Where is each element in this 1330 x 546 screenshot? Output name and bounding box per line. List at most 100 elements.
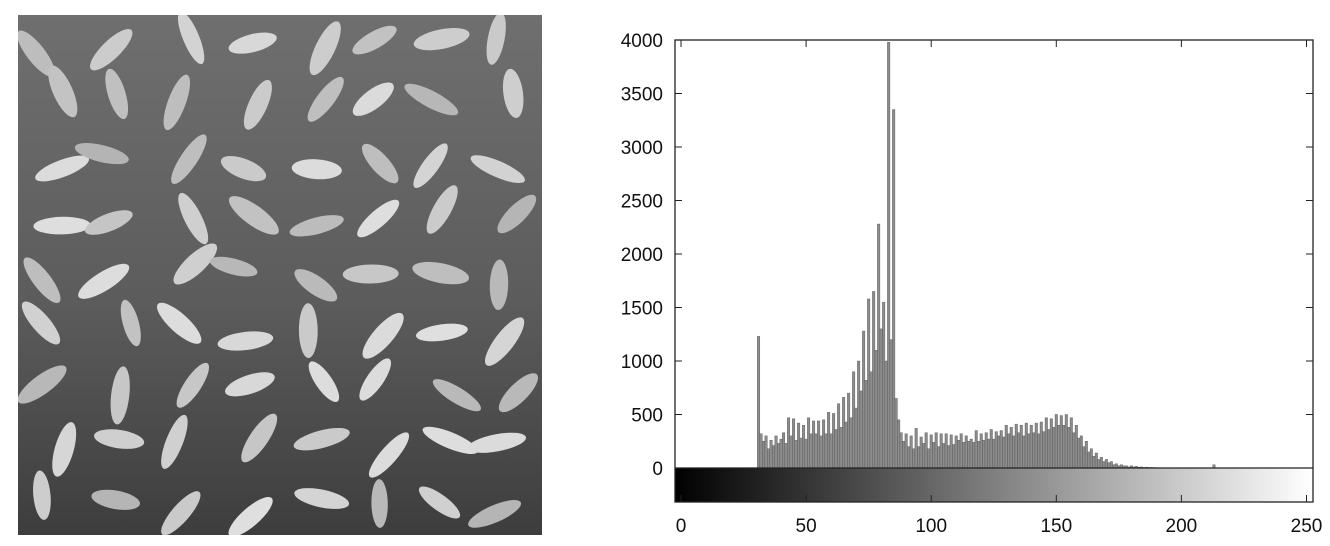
histogram-bar xyxy=(1072,432,1076,469)
histogram-bar xyxy=(1102,461,1106,469)
histogram-bar xyxy=(937,446,941,469)
histogram-bar xyxy=(1049,418,1053,469)
rice-grain xyxy=(294,269,338,302)
rice-grain xyxy=(291,159,342,180)
rice-grain xyxy=(342,264,399,284)
histogram-bar xyxy=(954,435,958,469)
histogram-bar xyxy=(814,433,818,469)
histogram-bar xyxy=(967,441,971,469)
histogram-bar xyxy=(779,438,783,469)
histogram-bar xyxy=(1047,429,1051,469)
rice-grain xyxy=(486,15,506,65)
plot-frame xyxy=(674,39,1314,503)
rice-grain xyxy=(426,185,458,234)
histogram-bar xyxy=(764,435,768,469)
histogram-bar xyxy=(827,412,831,469)
rice-grain xyxy=(498,373,539,413)
histogram-bar xyxy=(952,444,956,469)
histogram-bar xyxy=(1104,459,1108,469)
histogram-bar xyxy=(837,403,841,469)
y-tick-label: 4000 xyxy=(621,31,663,52)
rice-grain xyxy=(173,243,218,285)
rice-grain xyxy=(404,83,459,116)
histogram-bar xyxy=(894,398,898,469)
histogram-bar xyxy=(759,433,763,469)
rice-grain xyxy=(371,479,388,528)
histogram-bar xyxy=(832,413,836,469)
histogram-bar xyxy=(1062,425,1066,469)
histogram-bar xyxy=(944,433,948,469)
histogram-bar xyxy=(789,435,793,469)
histogram-bar xyxy=(974,430,978,469)
rice-grain xyxy=(497,194,537,234)
rice-grain xyxy=(293,428,350,451)
histogram-bar xyxy=(899,432,903,469)
rice-grain xyxy=(178,192,209,245)
histogram-bar xyxy=(957,439,961,469)
histogram-bar xyxy=(822,419,826,469)
histogram-bar xyxy=(989,429,993,469)
rice-grains-image xyxy=(18,15,542,535)
histogram-bar xyxy=(802,425,806,469)
histogram-bar xyxy=(1032,432,1036,469)
histogram-bar xyxy=(904,433,908,469)
histogram-bar xyxy=(859,390,863,469)
histogram-bar xyxy=(769,439,773,469)
rice-grain xyxy=(94,429,145,449)
histogram-bar xyxy=(869,371,873,469)
x-tick-label: 100 xyxy=(915,516,947,537)
histogram-bar xyxy=(964,435,968,469)
histogram-bar xyxy=(1002,436,1006,469)
rice-grain xyxy=(52,422,77,477)
rice-grain xyxy=(48,65,78,118)
rice-grain xyxy=(228,196,279,235)
histogram-bar xyxy=(1084,441,1088,469)
rice-grain xyxy=(359,358,392,401)
rice-grain xyxy=(91,489,140,510)
rice-grain xyxy=(90,29,133,71)
histogram-bar xyxy=(799,437,803,469)
histogram-bar xyxy=(842,397,846,469)
histogram-bar xyxy=(889,339,893,469)
histogram-bar xyxy=(819,435,823,469)
x-tick-label: 250 xyxy=(1291,516,1323,537)
y-tick-label: 3500 xyxy=(621,85,663,106)
histogram-bar xyxy=(1024,422,1028,469)
histogram-bar xyxy=(1079,435,1083,469)
histogram-bar xyxy=(987,438,991,469)
histogram-bar xyxy=(972,442,976,469)
x-tick-label: 0 xyxy=(676,516,687,537)
histogram-bar xyxy=(782,432,786,469)
rice-grain xyxy=(84,210,133,235)
rice-grain xyxy=(228,32,277,54)
histogram-bar xyxy=(804,438,808,469)
rice-grain xyxy=(157,302,202,344)
histogram-bar xyxy=(874,350,878,469)
histogram-bar xyxy=(1059,415,1063,469)
histogram-bar xyxy=(997,435,1001,469)
rice-grain xyxy=(105,68,129,120)
histogram-bar xyxy=(1014,423,1018,469)
rice-grain xyxy=(308,361,340,403)
rice-grain xyxy=(21,301,61,345)
rice-grain xyxy=(18,30,55,77)
histogram-bar xyxy=(924,432,928,469)
rice-grain xyxy=(33,216,91,235)
histogram-bar xyxy=(852,371,856,469)
rice-grain xyxy=(298,303,318,358)
histogram-bar xyxy=(999,430,1003,469)
histogram-bar xyxy=(909,435,913,469)
histogram-bar xyxy=(1052,427,1056,469)
histogram-bar xyxy=(929,434,933,469)
histogram-bar xyxy=(762,441,766,469)
histogram-bar xyxy=(882,301,886,469)
histogram-bar xyxy=(934,432,938,469)
rice-grain xyxy=(23,257,61,304)
histogram-bar xyxy=(839,427,843,469)
rice-grain xyxy=(177,15,205,65)
rice-grain xyxy=(412,261,470,285)
histogram-bar xyxy=(1067,427,1071,469)
histogram-bar xyxy=(949,434,953,469)
histogram-bar xyxy=(892,109,896,469)
histogram-bar xyxy=(979,433,983,469)
